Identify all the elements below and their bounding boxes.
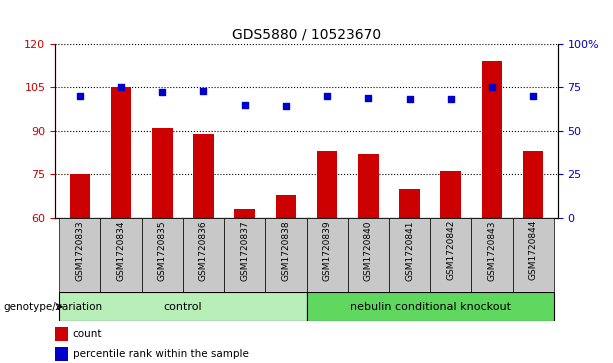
Text: GSM1720835: GSM1720835 — [158, 220, 167, 281]
Bar — [358, 154, 379, 363]
Text: GSM1720836: GSM1720836 — [199, 220, 208, 281]
Text: GSM1720844: GSM1720844 — [528, 220, 538, 280]
Bar — [234, 209, 255, 363]
Bar — [101, 218, 142, 292]
Text: GSM1720842: GSM1720842 — [446, 220, 455, 280]
Bar — [142, 218, 183, 292]
Bar — [523, 151, 543, 363]
Point — [158, 89, 167, 95]
Text: count: count — [73, 329, 102, 339]
Text: GSM1720840: GSM1720840 — [364, 220, 373, 281]
Bar — [265, 218, 306, 292]
Point — [405, 97, 414, 102]
Text: GSM1720841: GSM1720841 — [405, 220, 414, 281]
Bar — [389, 218, 430, 292]
Text: nebulin conditional knockout: nebulin conditional knockout — [349, 302, 511, 312]
Text: GSM1720839: GSM1720839 — [322, 220, 332, 281]
Bar — [224, 218, 265, 292]
Bar — [430, 218, 471, 292]
Text: GSM1720833: GSM1720833 — [75, 220, 85, 281]
Bar — [55, 327, 67, 341]
Bar — [111, 87, 131, 363]
Bar — [348, 218, 389, 292]
Bar — [482, 61, 502, 363]
Point — [281, 103, 291, 109]
Point — [446, 97, 455, 102]
Bar — [59, 218, 101, 292]
Point — [487, 84, 497, 90]
Text: GSM1720843: GSM1720843 — [487, 220, 497, 281]
Text: control: control — [164, 302, 202, 312]
Bar — [55, 347, 67, 361]
Point — [322, 93, 332, 99]
Text: GSM1720837: GSM1720837 — [240, 220, 249, 281]
Point — [528, 93, 538, 99]
Bar — [399, 189, 420, 363]
Bar — [306, 218, 348, 292]
Text: GSM1720838: GSM1720838 — [281, 220, 291, 281]
Bar — [317, 151, 337, 363]
Bar — [70, 174, 90, 363]
Bar — [306, 292, 554, 321]
Bar — [471, 218, 512, 292]
Bar — [193, 134, 214, 363]
Point — [364, 95, 373, 101]
Bar — [152, 128, 173, 363]
Bar — [276, 195, 296, 363]
Bar — [440, 171, 461, 363]
Bar — [512, 218, 554, 292]
Text: genotype/variation: genotype/variation — [3, 302, 102, 312]
Title: GDS5880 / 10523670: GDS5880 / 10523670 — [232, 27, 381, 41]
Text: percentile rank within the sample: percentile rank within the sample — [73, 349, 249, 359]
Bar — [183, 218, 224, 292]
Point — [240, 102, 249, 107]
Text: GSM1720834: GSM1720834 — [116, 220, 126, 281]
Bar — [59, 292, 306, 321]
Point — [75, 93, 85, 99]
Point — [116, 84, 126, 90]
Point — [199, 88, 208, 94]
